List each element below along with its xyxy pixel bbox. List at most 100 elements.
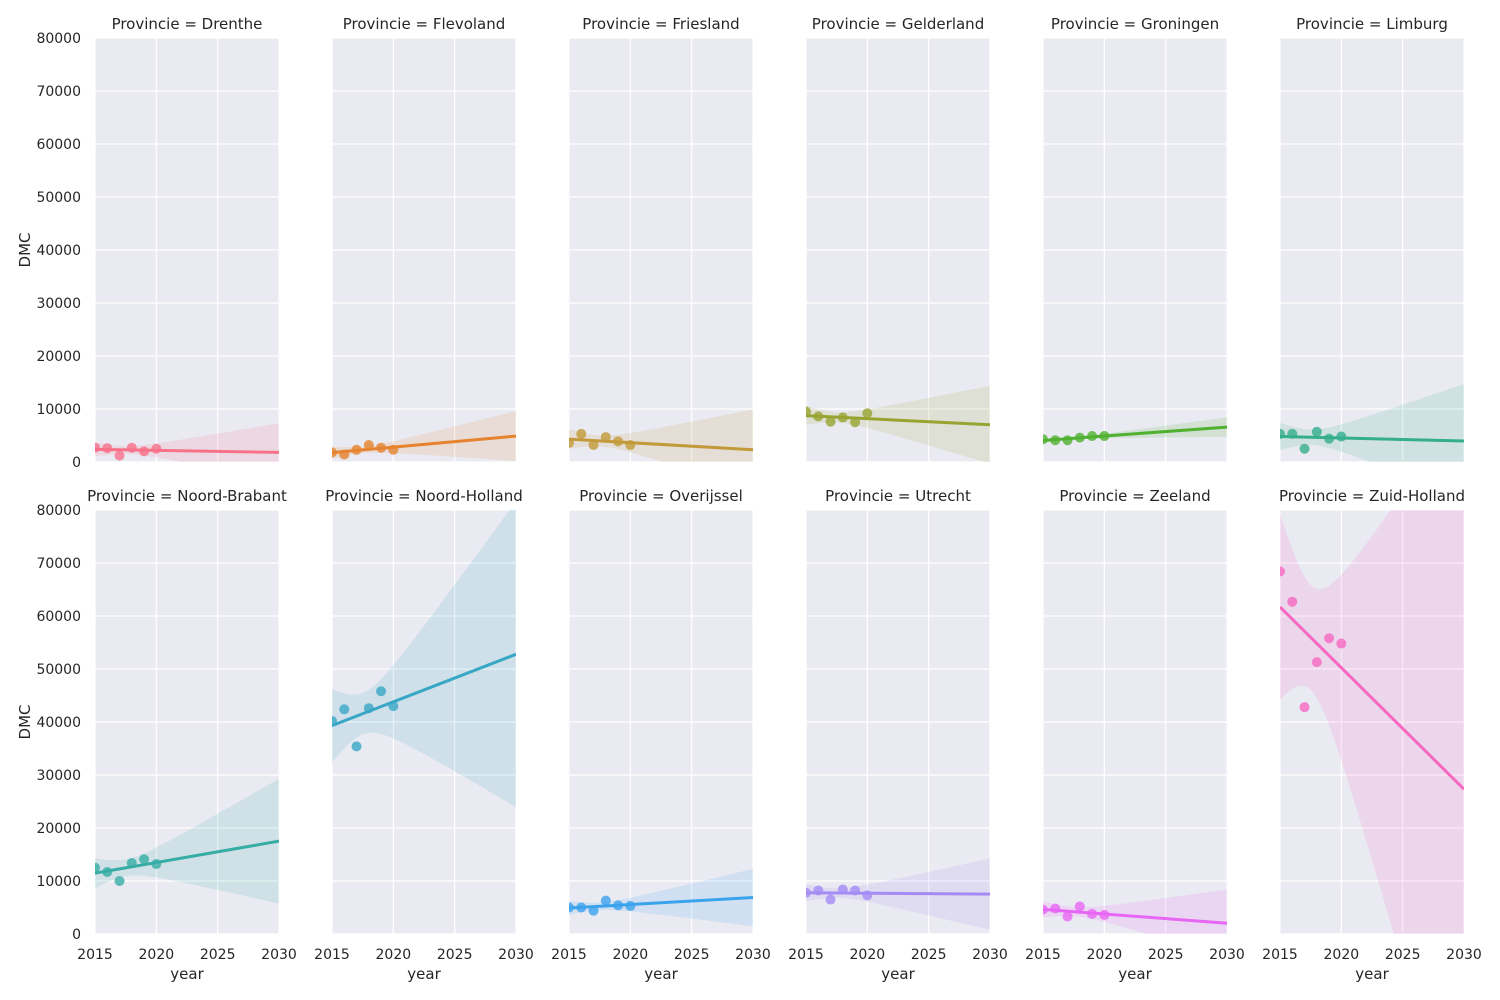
x-tick-label: 2020 — [613, 947, 649, 963]
facet-gelderland: Provincie = Gelderland — [805, 15, 991, 463]
data-point — [139, 854, 150, 865]
regression-line — [806, 891, 990, 896]
facet-prefix: Provincie = — [325, 487, 415, 505]
x-tick-label: 2015 — [77, 947, 113, 963]
y-tick-label: 80000 — [36, 503, 81, 519]
confidence-band — [569, 868, 753, 927]
data-point — [151, 443, 162, 454]
x-tick-label: 2025 — [437, 947, 473, 963]
data-point — [1336, 638, 1347, 649]
data-point — [600, 895, 611, 906]
regression-line — [95, 447, 279, 454]
facet-title: Provincie = Limburg — [1296, 15, 1448, 33]
data-point — [1324, 633, 1335, 644]
y-tick-label: 30000 — [36, 296, 81, 312]
x-tick-label: 2020 — [1087, 947, 1123, 963]
x-tick-label: 2025 — [1385, 947, 1421, 963]
facet-title: Provincie = Utrecht — [825, 487, 971, 505]
y-tick-label: 0 — [72, 455, 81, 471]
regression-line — [1280, 435, 1464, 443]
facet-prefix: Provincie = — [112, 15, 202, 33]
facet-friesland: Provincie = Friesland — [568, 15, 754, 463]
facet-name: Flevoland — [433, 15, 505, 33]
x-tick-label: 2015 — [788, 947, 824, 963]
x-tick-label: 2020 — [850, 947, 886, 963]
clipped-marks — [332, 411, 516, 462]
y-tick-label: 70000 — [36, 556, 81, 572]
facet-title: Provincie = Noord-Brabant — [87, 487, 287, 505]
regression-line — [1280, 605, 1464, 791]
x-tick-label: 2015 — [314, 947, 350, 963]
y-tick-label: 10000 — [36, 402, 81, 418]
data-point — [363, 440, 374, 451]
clipped-marks — [1043, 417, 1227, 446]
clipped-marks — [569, 409, 753, 462]
data-point — [1299, 702, 1310, 713]
data-point — [95, 442, 100, 453]
data-point — [588, 440, 599, 451]
confidence-band — [1280, 510, 1464, 934]
y-tick-label: 30000 — [36, 768, 81, 784]
facet-prefix: Provincie = — [1279, 487, 1369, 505]
data-point — [1062, 911, 1073, 922]
facet-title: Provincie = Zuid-Holland — [1279, 487, 1465, 505]
data-point — [1074, 901, 1085, 912]
x-axis-label: year — [170, 965, 204, 983]
facet-title: Provincie = Groningen — [1051, 15, 1219, 33]
x-tick-label: 2030 — [498, 947, 534, 963]
facet-title: Provincie = Friesland — [582, 15, 739, 33]
confidence-band — [95, 778, 279, 904]
x-tick-label: 2020 — [139, 947, 175, 963]
y-tick-label: 40000 — [36, 243, 81, 259]
x-tick-label: 2015 — [1262, 947, 1298, 963]
data-point — [351, 741, 362, 752]
confidence-band — [1043, 889, 1227, 934]
data-point — [576, 428, 587, 439]
clipped-marks — [95, 423, 279, 462]
facet-name: Limburg — [1386, 15, 1448, 33]
facet-flevoland: Provincie = Flevoland — [331, 15, 517, 463]
data-point — [850, 417, 861, 428]
y-tick-label: 50000 — [36, 662, 81, 678]
clipped-marks — [569, 868, 753, 927]
y-tick-label: 50000 — [36, 190, 81, 206]
data-point — [114, 450, 125, 461]
facet-zuid-holland: Provincie = Zuid-Holland 2015 2020 2025 2030… — [1262, 487, 1482, 983]
clipped-marks — [806, 385, 990, 462]
facet-utrecht: Provincie = Utrecht 2015 2020 2025 2030 year — [788, 487, 1008, 983]
data-point — [1287, 596, 1298, 607]
y-tick-label: 60000 — [36, 137, 81, 153]
regression-line — [95, 839, 279, 875]
clipped-marks — [95, 778, 279, 904]
x-tick-label: 2025 — [1148, 947, 1184, 963]
x-axis-label: year — [1355, 965, 1389, 983]
x-tick-label: 2020 — [376, 947, 412, 963]
y-tick-label: 0 — [72, 927, 81, 943]
y-tick-label: 60000 — [36, 609, 81, 625]
data-point — [1299, 443, 1310, 454]
facet-name: Gelderland — [902, 15, 984, 33]
facet-prefix: Provincie = — [579, 487, 669, 505]
data-point — [95, 862, 100, 873]
regression-line — [332, 652, 516, 727]
x-axis-label: year — [644, 965, 678, 983]
facet-prefix: Provincie = — [1059, 487, 1149, 505]
facet-name: Zuid-Holland — [1369, 487, 1465, 505]
facet-name: Friesland — [672, 15, 739, 33]
facet-drenthe: Provincie = Drenthe 0 10000 20000 30000 40000… — [16, 15, 280, 471]
x-tick-label: 2015 — [551, 947, 587, 963]
facet-noord-brabant: Provincie = Noord-Brabant 0 10000 20000 3000… — [16, 487, 297, 983]
x-axis-label: year — [1118, 965, 1152, 983]
facet-groningen: Provincie = Groningen — [1042, 15, 1228, 463]
data-point — [1311, 426, 1322, 437]
facet-prefix: Provincie = — [582, 15, 672, 33]
clipped-marks — [1280, 510, 1464, 934]
regression-line — [569, 437, 753, 452]
y-tick-label: 70000 — [36, 84, 81, 100]
data-point — [339, 704, 350, 715]
y-tick-label: 20000 — [36, 349, 81, 365]
facet-title: Provincie = Overijssel — [579, 487, 743, 505]
facet-name: Drenthe — [202, 15, 263, 33]
facet-prefix: Provincie = — [812, 15, 902, 33]
